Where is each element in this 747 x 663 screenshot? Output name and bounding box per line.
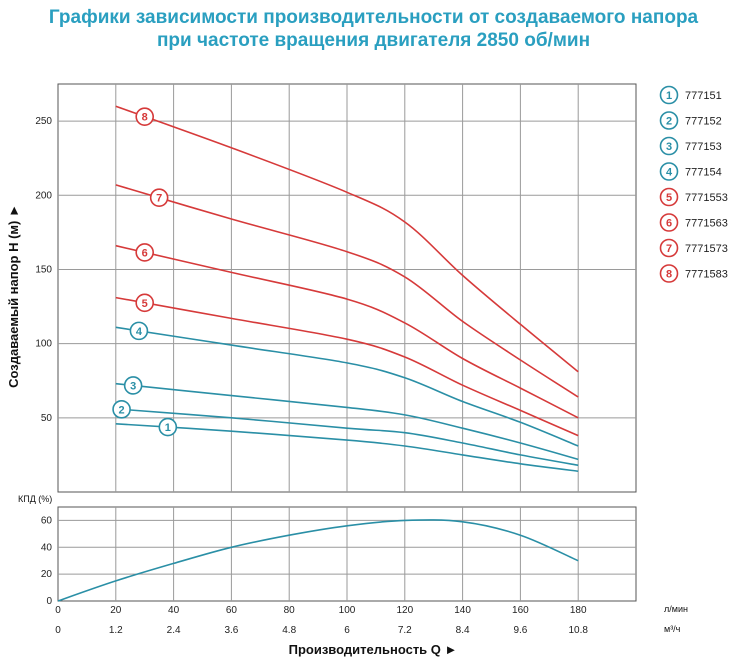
curve-marker-6 <box>135 243 154 262</box>
legend-marker-8 <box>659 264 679 283</box>
x-tick-label-secondary: 0 <box>55 625 61 636</box>
head-y-tick-label: 50 <box>41 413 53 424</box>
curve-marker-label: 3 <box>130 380 136 392</box>
legend-entry-777153: 777153 <box>685 141 722 153</box>
efficiency-y-tick-label: 20 <box>41 569 53 580</box>
x-tick-label-secondary: 6 <box>344 625 350 636</box>
curve-marker-5 <box>135 293 154 313</box>
legend-marker-1 <box>659 85 679 105</box>
legend-marker-label: 4 <box>666 167 673 179</box>
x-unit-primary: л/мин <box>664 604 688 614</box>
legend-entry-777152: 777152 <box>685 116 722 128</box>
head-curve-7771563 <box>115 244 579 419</box>
efficiency-chart: 020406000201.2402.4603.6804.810061207.21… <box>41 506 637 636</box>
chart-title-line-1: Графики зависимости производительности о… <box>48 7 699 28</box>
head-y-tick-label: 100 <box>35 339 52 350</box>
curve-marker-label: 1 <box>165 422 171 434</box>
legend-marker-label: 1 <box>666 90 672 102</box>
head-curve-7771583 <box>115 105 579 373</box>
x-tick-label-secondary: 10.8 <box>568 625 588 636</box>
legend-marker-5 <box>659 187 679 207</box>
curve-marker-3 <box>123 376 143 395</box>
x-tick-label-secondary: 1.2 <box>109 625 123 636</box>
x-tick-label-secondary: 7.2 <box>398 625 412 636</box>
head-curve-777152 <box>115 408 579 467</box>
legend-marker-label: 5 <box>666 192 672 204</box>
curve-marker-2 <box>112 400 131 419</box>
x-tick-label-primary: 160 <box>512 605 529 616</box>
curve-marker-8 <box>135 107 154 126</box>
legend-marker-2 <box>659 111 679 130</box>
efficiency-y-tick-label: 0 <box>46 596 52 607</box>
efficiency-y-tick-label: 60 <box>41 515 53 526</box>
legend-entry-777154: 777154 <box>685 167 722 179</box>
head-y-tick-label: 150 <box>35 264 52 275</box>
efficiency-axis-label: КПД (%) <box>18 494 52 504</box>
x-tick-label-primary: 180 <box>570 605 587 616</box>
x-tick-label-secondary: 4.8 <box>282 625 296 636</box>
head-y-tick-label: 200 <box>35 190 52 201</box>
curve-marker-7 <box>149 188 169 207</box>
curve-marker-label: 8 <box>142 112 148 124</box>
legend-marker-3 <box>659 136 679 156</box>
x-tick-label-primary: 0 <box>55 605 61 616</box>
legend-marker-label: 6 <box>666 218 672 230</box>
legend-entry-777151: 777151 <box>685 90 722 102</box>
efficiency-y-tick-label: 40 <box>41 542 53 553</box>
curve-marker-label: 5 <box>142 298 148 310</box>
efficiency-curve <box>57 519 579 602</box>
x-tick-label-secondary: 2.4 <box>167 625 181 636</box>
legend-entry-7771573: 7771573 <box>685 243 728 255</box>
legend-entry-7771583: 7771583 <box>685 269 728 281</box>
head-y-tick-label: 250 <box>35 116 52 127</box>
head-axis-label: Создаваемый напор H (м) ► <box>6 204 21 388</box>
legend-marker-label: 3 <box>666 141 672 153</box>
x-tick-label-primary: 140 <box>454 605 471 616</box>
curve-marker-label: 2 <box>119 404 125 416</box>
legend-marker-label: 8 <box>666 269 672 281</box>
legend-marker-4 <box>659 162 679 181</box>
legend-marker-label: 2 <box>666 116 672 128</box>
curve-marker-label: 6 <box>142 247 148 259</box>
x-tick-label-primary: 60 <box>226 605 238 616</box>
x-tick-label-primary: 40 <box>168 605 180 616</box>
curve-marker-1 <box>158 417 178 437</box>
x-tick-label-secondary: 8.4 <box>456 625 470 636</box>
x-tick-label-secondary: 3.6 <box>224 625 238 636</box>
curve-marker-label: 7 <box>156 193 162 205</box>
curve-marker-label: 4 <box>136 326 143 338</box>
head-curve-777153 <box>115 382 579 461</box>
x-tick-label-primary: 100 <box>339 605 356 616</box>
curve-marker-4 <box>129 321 149 341</box>
head-curve-7771553 <box>115 296 579 437</box>
x-unit-secondary: м³/ч <box>664 624 681 634</box>
head-curve-777154 <box>115 326 579 447</box>
legend-entry-7771563: 7771563 <box>685 218 728 230</box>
x-tick-label-secondary: 9.6 <box>513 625 527 636</box>
x-tick-label-primary: 80 <box>284 605 296 616</box>
legend-marker-label: 7 <box>666 243 672 255</box>
head-curve-7771573 <box>115 184 579 398</box>
chart-title-line-2: при частоте вращения двигателя 2850 об/м… <box>156 30 591 51</box>
legend-marker-7 <box>659 238 679 258</box>
legend-entry-7771553: 7771553 <box>685 192 728 204</box>
x-tick-label-primary: 120 <box>396 605 413 616</box>
legend-marker-6 <box>659 213 679 232</box>
head-curve-777151 <box>115 423 579 472</box>
x-axis-label: Производительность Q ► <box>289 642 458 657</box>
x-tick-label-primary: 20 <box>110 605 122 616</box>
